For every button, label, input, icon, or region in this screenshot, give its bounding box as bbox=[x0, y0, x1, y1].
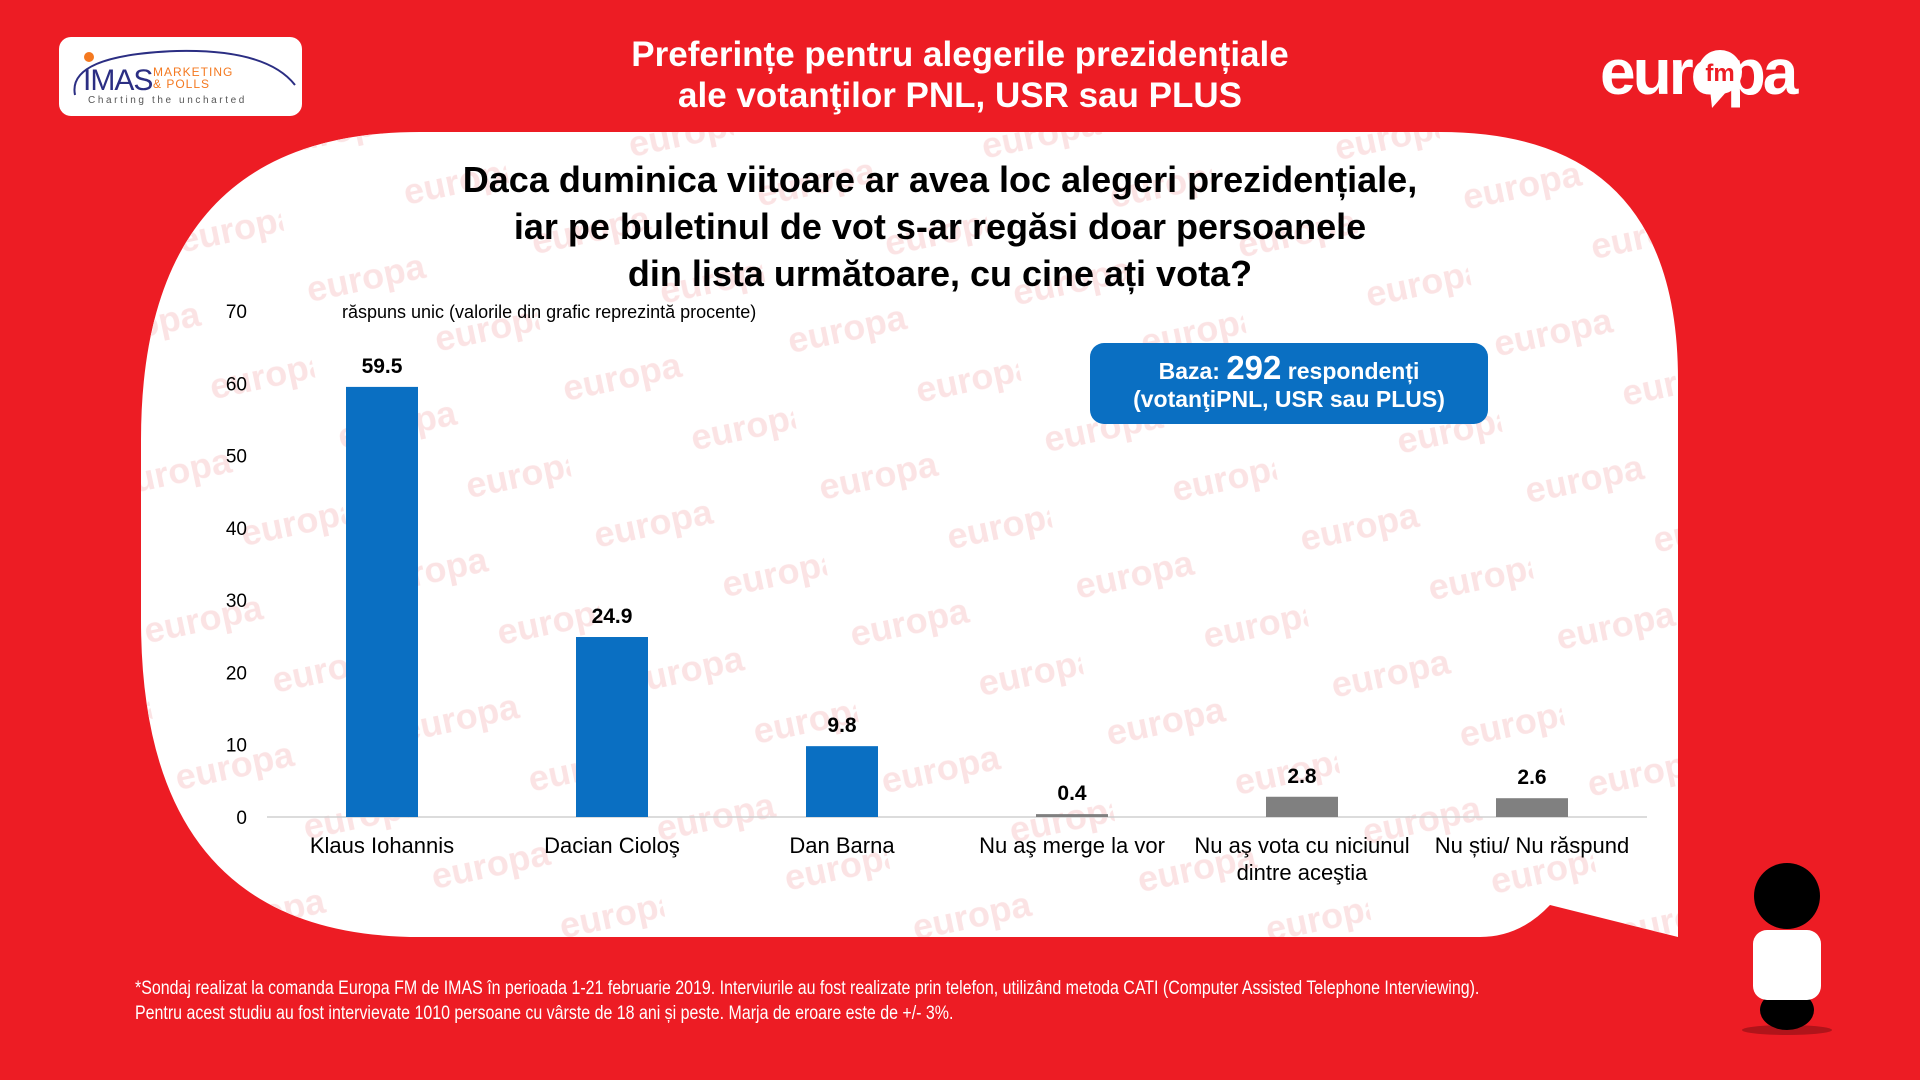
base-box: Baza: 292 respondenți (votanţiPNL, USR s… bbox=[1090, 343, 1488, 424]
y-tick-label: 30 bbox=[226, 591, 247, 612]
y-tick-label: 20 bbox=[226, 663, 247, 684]
category-label: Klaus Iohannis bbox=[310, 833, 454, 858]
page-title: Preferințe pentru alegerile prezidențial… bbox=[460, 34, 1460, 116]
chart-subtitle: răspuns unic (valorile din grafic reprez… bbox=[342, 302, 757, 322]
bar bbox=[1036, 814, 1108, 817]
imas-line2: & POLLS bbox=[153, 77, 211, 91]
imas-line1: MARKETING bbox=[153, 65, 234, 79]
title-line-2: ale votanţilor PNL, USR sau PLUS bbox=[678, 76, 1242, 115]
category-label: dintre aceştia bbox=[1237, 860, 1369, 885]
data-label: 2.6 bbox=[1517, 766, 1546, 789]
imas-logo: IMAS MARKETING & POLLS Charting the uncha… bbox=[59, 37, 302, 116]
bar-chart: 0 10 20 30 40 50 60 70 59.5 Klaus Iohannis 24.9 Dac… bbox=[226, 302, 1647, 885]
watermark-pattern bbox=[141, 132, 1678, 937]
base-prefix: Baza: bbox=[1158, 358, 1220, 384]
y-tick-label: 60 bbox=[226, 374, 247, 395]
imas-logo-name: IMAS bbox=[83, 64, 153, 97]
footer-line-1: *Sondaj realizat la comanda Europa FM de… bbox=[135, 978, 1480, 999]
base-suffix: respondenți bbox=[1287, 358, 1420, 384]
data-label: 59.5 bbox=[362, 355, 403, 378]
y-tick-label: 40 bbox=[226, 519, 247, 540]
question-line-2: iar pe buletinul de vot s-ar regăsi doar… bbox=[513, 206, 1367, 247]
y-tick-label: 0 bbox=[236, 808, 247, 829]
footer-note: *Sondaj realizat la comanda Europa FM de… bbox=[135, 976, 1479, 1026]
title-line-1: Preferințe pentru alegerile prezidențial… bbox=[631, 35, 1289, 74]
data-label: 2.8 bbox=[1287, 765, 1317, 788]
category-label: Nu aş vota cu niciunul bbox=[1194, 833, 1409, 858]
bar bbox=[806, 746, 878, 817]
base-number: 292 bbox=[1226, 349, 1282, 386]
y-tick-label: 10 bbox=[226, 736, 247, 757]
category-label: Dacian Cioloş bbox=[544, 833, 680, 858]
category-label: Nu aş merge la vor bbox=[979, 833, 1165, 858]
y-tick-label: 50 bbox=[226, 447, 247, 468]
data-label: 24.9 bbox=[592, 605, 633, 628]
imas-logo-sub: MARKETING & POLLS bbox=[153, 66, 233, 90]
europafm-logo-badge: fm bbox=[1705, 60, 1734, 87]
imas-tagline: Charting the uncharted bbox=[88, 95, 247, 106]
mascot-icon bbox=[1742, 863, 1832, 1035]
base-line2: (votanţiPNL, USR sau PLUS) bbox=[1133, 386, 1445, 412]
y-tick-label: 70 bbox=[226, 302, 247, 323]
category-label: Nu știu/ Nu răspund bbox=[1435, 833, 1629, 858]
question-line-1: Daca duminica viitoare ar avea loc alege… bbox=[462, 159, 1418, 200]
bar bbox=[346, 386, 418, 817]
data-label: 9.8 bbox=[827, 714, 857, 737]
europafm-logo: europa fm bbox=[1600, 44, 1802, 108]
bar bbox=[1496, 798, 1568, 817]
footer-line-2: Pentru acest studiu au fost intervievate… bbox=[135, 1003, 954, 1024]
survey-question: Daca duminica viitoare ar avea loc alege… bbox=[300, 156, 1580, 297]
category-label: Dan Barna bbox=[789, 833, 895, 858]
bar bbox=[576, 637, 648, 817]
bar bbox=[1266, 796, 1338, 817]
question-line-3: din lista următoare, cu cine ați vota? bbox=[627, 253, 1253, 294]
data-label: 0.4 bbox=[1057, 782, 1087, 805]
imas-swoosh-icon bbox=[73, 49, 296, 96]
